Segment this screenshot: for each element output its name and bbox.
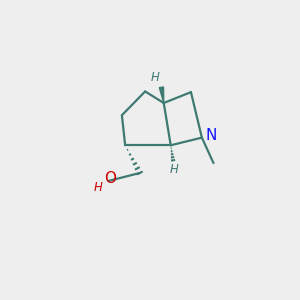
- Polygon shape: [159, 87, 164, 103]
- Text: O: O: [104, 172, 116, 187]
- Text: H: H: [94, 181, 103, 194]
- Text: H: H: [170, 164, 178, 176]
- Text: H: H: [151, 71, 160, 84]
- Text: N: N: [206, 128, 217, 143]
